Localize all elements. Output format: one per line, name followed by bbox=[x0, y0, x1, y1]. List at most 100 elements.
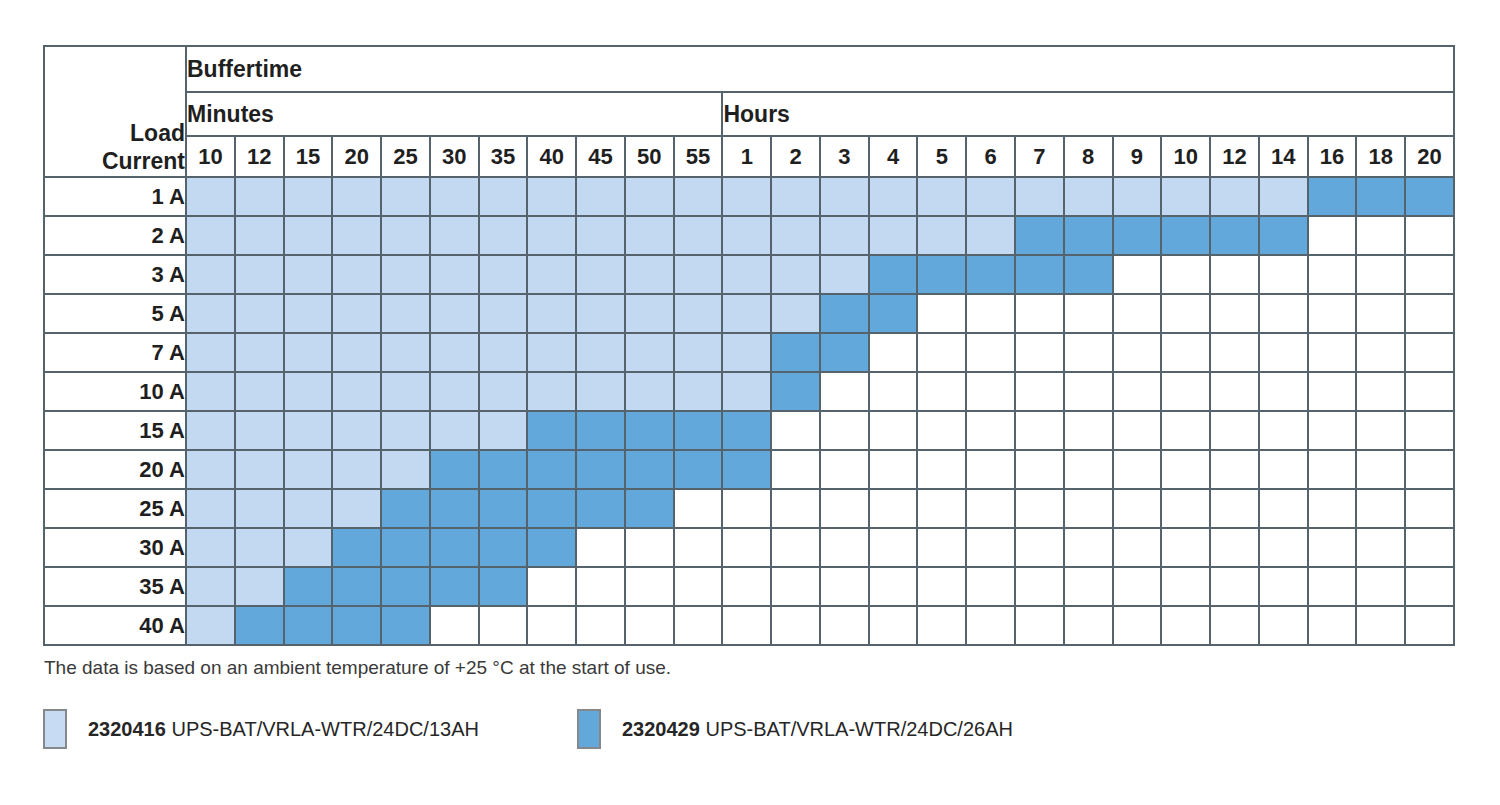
buffer-cell bbox=[625, 333, 674, 372]
buffer-cell bbox=[722, 372, 771, 411]
column-header-minutes-25: 25 bbox=[381, 136, 430, 177]
buffer-cell bbox=[235, 567, 284, 606]
buffer-cell bbox=[527, 216, 576, 255]
legend-swatch-light-blue bbox=[43, 709, 67, 749]
buffer-cell bbox=[1113, 372, 1162, 411]
column-header-minutes-55: 55 bbox=[674, 136, 723, 177]
buffer-cell bbox=[1308, 411, 1357, 450]
buffer-cell bbox=[430, 411, 479, 450]
buffer-cell bbox=[284, 489, 333, 528]
buffer-cell bbox=[917, 528, 966, 567]
buffer-cell bbox=[1405, 294, 1454, 333]
buffer-cell bbox=[771, 216, 820, 255]
buffer-cell bbox=[674, 216, 723, 255]
buffer-cell bbox=[479, 567, 528, 606]
row-label: 15 A bbox=[44, 411, 186, 450]
buffer-cell bbox=[1113, 411, 1162, 450]
content-area: Load Current Buffertime MinutesHours 101… bbox=[43, 45, 1455, 749]
buffer-cell bbox=[1210, 372, 1259, 411]
buffer-cell bbox=[1405, 489, 1454, 528]
legend-swatch-dark-blue bbox=[577, 709, 601, 749]
buffer-cell bbox=[1210, 450, 1259, 489]
buffer-cell bbox=[1113, 294, 1162, 333]
column-header-hours-18: 18 bbox=[1356, 136, 1405, 177]
buffer-cell bbox=[235, 216, 284, 255]
table-row-3a: 3 A bbox=[44, 255, 1454, 294]
buffer-cell bbox=[430, 489, 479, 528]
buffer-cell bbox=[527, 567, 576, 606]
buffer-cell bbox=[235, 411, 284, 450]
buffer-cell bbox=[381, 450, 430, 489]
buffer-cell bbox=[332, 333, 381, 372]
buffer-cell bbox=[1405, 216, 1454, 255]
buffer-cell bbox=[771, 372, 820, 411]
buffer-cell bbox=[1259, 489, 1308, 528]
buffer-cell bbox=[527, 255, 576, 294]
table-row-5a: 5 A bbox=[44, 294, 1454, 333]
buffer-cell bbox=[1259, 372, 1308, 411]
row-label: 40 A bbox=[44, 606, 186, 645]
buffer-cell bbox=[1308, 255, 1357, 294]
buffer-cell bbox=[771, 177, 820, 216]
buffer-cell bbox=[527, 333, 576, 372]
buffer-cell bbox=[1308, 216, 1357, 255]
buffer-cell bbox=[284, 411, 333, 450]
buffer-cell bbox=[966, 450, 1015, 489]
buffer-cell bbox=[1064, 372, 1113, 411]
buffer-cell bbox=[1015, 450, 1064, 489]
buffer-cell bbox=[966, 177, 1015, 216]
buffer-cell bbox=[625, 255, 674, 294]
legend-name-13ah: UPS-BAT/VRLA-WTR/24DC/13AH bbox=[171, 718, 478, 740]
buffer-cell bbox=[576, 216, 625, 255]
buffer-cell bbox=[869, 216, 918, 255]
buffer-cell bbox=[917, 177, 966, 216]
buffer-cell bbox=[1356, 567, 1405, 606]
buffer-cell bbox=[235, 255, 284, 294]
buffer-cell bbox=[1015, 372, 1064, 411]
buffer-cell bbox=[722, 216, 771, 255]
buffer-cell bbox=[1015, 528, 1064, 567]
buffer-cell bbox=[284, 450, 333, 489]
buffer-cell bbox=[771, 411, 820, 450]
buffertime-datasheet-page: Load Current Buffertime MinutesHours 101… bbox=[0, 0, 1500, 805]
buffer-cell bbox=[722, 489, 771, 528]
column-header-minutes-15: 15 bbox=[284, 136, 333, 177]
buffer-cell bbox=[771, 333, 820, 372]
legend-item-26ah: 2320429 UPS-BAT/VRLA-WTR/24DC/26AH bbox=[577, 709, 1013, 749]
buffer-cell bbox=[527, 606, 576, 645]
buffer-cell bbox=[1064, 333, 1113, 372]
buffer-cell bbox=[479, 528, 528, 567]
buffer-cell bbox=[966, 333, 1015, 372]
buffer-cell bbox=[1308, 606, 1357, 645]
buffer-cell bbox=[869, 372, 918, 411]
buffer-cell bbox=[722, 606, 771, 645]
buffer-cell bbox=[430, 177, 479, 216]
buffer-cell bbox=[1356, 294, 1405, 333]
legend-code-26ah: 2320429 bbox=[622, 718, 700, 740]
buffer-cell bbox=[674, 567, 723, 606]
legend-label-26ah: 2320429 UPS-BAT/VRLA-WTR/24DC/26AH bbox=[622, 718, 1013, 741]
buffer-cell bbox=[966, 567, 1015, 606]
column-header-hours-14: 14 bbox=[1259, 136, 1308, 177]
column-header-hours-12: 12 bbox=[1210, 136, 1259, 177]
buffer-cell bbox=[625, 411, 674, 450]
row-label: 5 A bbox=[44, 294, 186, 333]
buffer-cell bbox=[1015, 333, 1064, 372]
buffer-cell bbox=[332, 294, 381, 333]
column-header-hours-9: 9 bbox=[1113, 136, 1162, 177]
table-row-25a: 25 A bbox=[44, 489, 1454, 528]
buffer-cell bbox=[722, 567, 771, 606]
row-label: 7 A bbox=[44, 333, 186, 372]
column-header-hours-3: 3 bbox=[820, 136, 869, 177]
buffer-cell bbox=[1161, 294, 1210, 333]
column-header-minutes-20: 20 bbox=[332, 136, 381, 177]
buffer-cell bbox=[527, 489, 576, 528]
buffer-cell bbox=[625, 567, 674, 606]
buffer-cell bbox=[1308, 372, 1357, 411]
column-header-hours-16: 16 bbox=[1308, 136, 1357, 177]
column-header-hours-7: 7 bbox=[1015, 136, 1064, 177]
buffer-cell bbox=[1356, 333, 1405, 372]
buffer-cell bbox=[284, 606, 333, 645]
buffer-cell bbox=[1259, 411, 1308, 450]
buffer-cell bbox=[186, 294, 235, 333]
